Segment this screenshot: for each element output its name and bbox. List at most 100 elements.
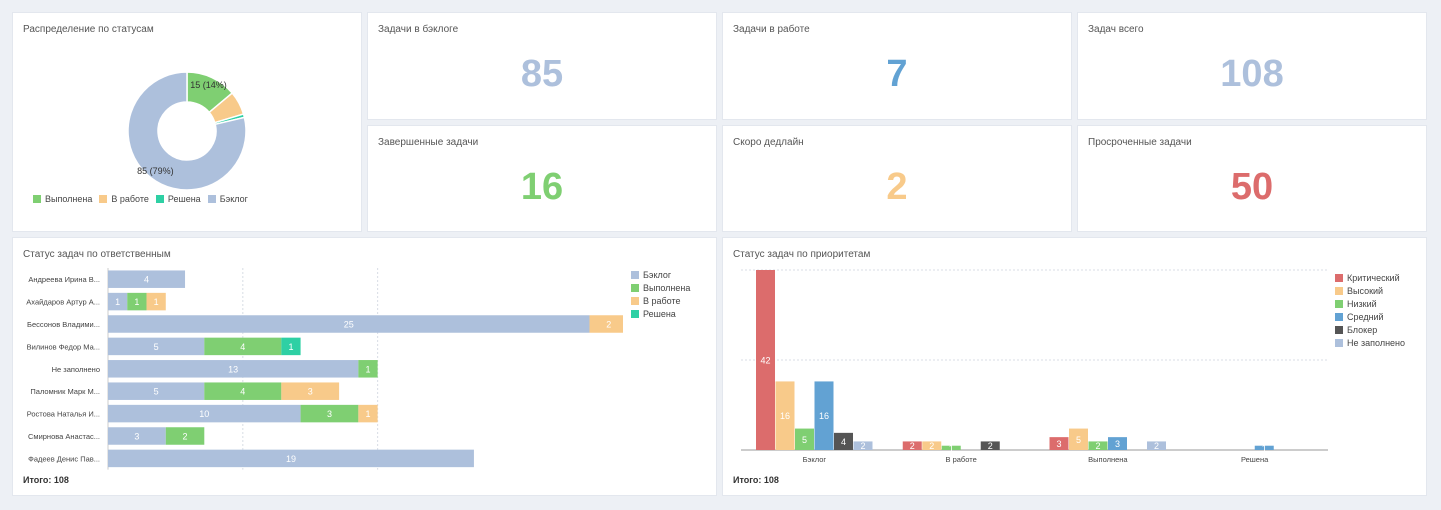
bar-segment[interactable] bbox=[108, 315, 590, 333]
total-label: Итого: 108 bbox=[23, 475, 69, 485]
bar-data-label: 2 bbox=[910, 441, 915, 451]
bar[interactable] bbox=[795, 428, 814, 450]
bar-data-label: 2 bbox=[929, 441, 934, 451]
legend-label: В работе bbox=[643, 296, 681, 306]
bar-segment[interactable] bbox=[589, 315, 623, 333]
kpi-value: 7 bbox=[886, 53, 908, 95]
bar-data-label: 19 bbox=[286, 454, 296, 464]
bar-segment[interactable] bbox=[358, 404, 378, 423]
legend-item[interactable]: Блокер bbox=[1335, 325, 1405, 335]
bar[interactable] bbox=[1069, 428, 1088, 450]
bar-data-label: 5 bbox=[154, 342, 159, 352]
legend-label: Выполнена bbox=[643, 283, 691, 293]
bar-segment[interactable] bbox=[108, 404, 301, 423]
bar-data-label: 3 bbox=[1115, 439, 1120, 449]
bar[interactable] bbox=[1088, 441, 1108, 450]
y-tick-label: Фадеев Денис Пав... bbox=[28, 454, 100, 463]
bar-data-label: 1 bbox=[134, 297, 139, 307]
bar-segment[interactable] bbox=[146, 292, 166, 311]
bar-segment[interactable] bbox=[108, 382, 205, 400]
bar[interactable] bbox=[1049, 437, 1069, 450]
legend-item[interactable]: Высокий bbox=[1335, 286, 1405, 296]
assignee-bar-chart: Андреева Ирина В... 4 Ахайдаров Артур А...… bbox=[26, 268, 623, 470]
bar-segment[interactable] bbox=[300, 404, 359, 423]
x-tick-label: В работе bbox=[945, 455, 976, 464]
bar-segment[interactable] bbox=[204, 382, 282, 400]
bar[interactable] bbox=[941, 445, 961, 450]
legend-swatch bbox=[207, 195, 216, 203]
legend-swatch bbox=[1335, 287, 1343, 295]
bar-segment[interactable] bbox=[108, 292, 128, 311]
legend-item[interactable]: Бэклог bbox=[207, 194, 248, 204]
bar[interactable] bbox=[1108, 437, 1127, 450]
kpi-value: 50 bbox=[1230, 166, 1274, 208]
card-title: Статус задач по приоритетам bbox=[733, 249, 871, 260]
bar[interactable] bbox=[1254, 445, 1274, 450]
legend-item[interactable]: Выполнена bbox=[33, 194, 92, 204]
legend-label: Выполнена bbox=[45, 194, 93, 204]
bar-segment[interactable] bbox=[108, 337, 205, 356]
legend-label: Решена bbox=[643, 309, 676, 319]
bar-segment[interactable] bbox=[127, 292, 147, 311]
legend-item[interactable]: В работе bbox=[631, 296, 690, 306]
y-tick-label: Андреева Ирина В... bbox=[28, 275, 100, 284]
bar-data-label: 3 bbox=[1056, 439, 1061, 449]
legend-item[interactable]: Критический bbox=[1335, 273, 1405, 283]
assignee-status-card: Статус задач по ответственным Андреева И… bbox=[13, 238, 716, 495]
bar-segment[interactable] bbox=[281, 337, 301, 356]
legend-item[interactable]: Выполнена bbox=[631, 283, 690, 293]
bar-data-label: 1 bbox=[365, 409, 370, 419]
bar-data-label: 1 bbox=[115, 297, 120, 307]
card-title: Распределение по статусам bbox=[23, 24, 154, 35]
legend-item[interactable]: Низкий bbox=[1335, 299, 1405, 309]
legend-swatch bbox=[1335, 313, 1343, 321]
card-title: Статус задач по ответственным bbox=[23, 249, 171, 260]
bar-data-label: 4 bbox=[841, 437, 846, 447]
legend-swatch bbox=[99, 195, 108, 203]
kpi-value: 16 bbox=[520, 166, 564, 208]
bar[interactable] bbox=[775, 381, 795, 450]
bar-segment[interactable] bbox=[108, 427, 166, 445]
bar-segment[interactable] bbox=[281, 382, 340, 400]
bar[interactable] bbox=[814, 381, 834, 450]
bar-segment[interactable] bbox=[108, 270, 186, 288]
bar-segment[interactable] bbox=[165, 427, 205, 445]
legend-label: Высокий bbox=[1347, 286, 1384, 296]
bar-data-label: 1 bbox=[288, 342, 293, 352]
legend-item[interactable]: Бэклог bbox=[631, 270, 690, 280]
legend-item[interactable]: Решена bbox=[155, 194, 201, 204]
bar[interactable] bbox=[834, 432, 853, 450]
bar[interactable] bbox=[902, 441, 922, 450]
y-tick-label: Не заполнено bbox=[52, 365, 100, 374]
bar-data-label: 5 bbox=[1076, 435, 1081, 445]
legend-swatch bbox=[631, 297, 639, 305]
bar[interactable] bbox=[1147, 441, 1166, 450]
bar[interactable] bbox=[980, 441, 1000, 450]
legend-label: Средний bbox=[1347, 312, 1384, 322]
bar[interactable] bbox=[756, 270, 775, 450]
bar-segment[interactable] bbox=[108, 360, 359, 378]
legend-item[interactable]: Решена bbox=[631, 309, 690, 319]
bar-segment[interactable] bbox=[108, 449, 474, 468]
donut-slice[interactable] bbox=[127, 71, 247, 191]
bar-segment[interactable] bbox=[204, 337, 282, 356]
legend-item[interactable]: В работе bbox=[99, 194, 149, 204]
bar-data-label: 4 bbox=[144, 275, 149, 285]
y-tick-label: Паломник Марк М... bbox=[30, 387, 100, 396]
bar-segment[interactable] bbox=[358, 360, 378, 378]
bar[interactable] bbox=[853, 441, 873, 450]
kpi-title: Задачи в бэклоге bbox=[378, 24, 459, 35]
bar[interactable] bbox=[922, 441, 942, 450]
legend-label: Решена bbox=[167, 194, 201, 204]
bar-data-label: 1 bbox=[154, 297, 159, 307]
priority-legend: Критический Высокий Низкий Средний Блокер Не … bbox=[1335, 273, 1405, 348]
kpi-title: Завершенные задачи bbox=[378, 137, 479, 148]
legend-item[interactable]: Средний bbox=[1335, 312, 1405, 322]
legend-label: Бэклог bbox=[643, 270, 672, 280]
legend-swatch bbox=[631, 310, 639, 318]
legend-item[interactable]: Не заполнено bbox=[1335, 338, 1405, 348]
legend-label: Низкий bbox=[1347, 299, 1377, 309]
bar-data-label: 3 bbox=[308, 387, 313, 397]
priority-status-card: Статус задач по приоритетам 42 16 5 16 4 2 Бэк… bbox=[723, 238, 1426, 495]
